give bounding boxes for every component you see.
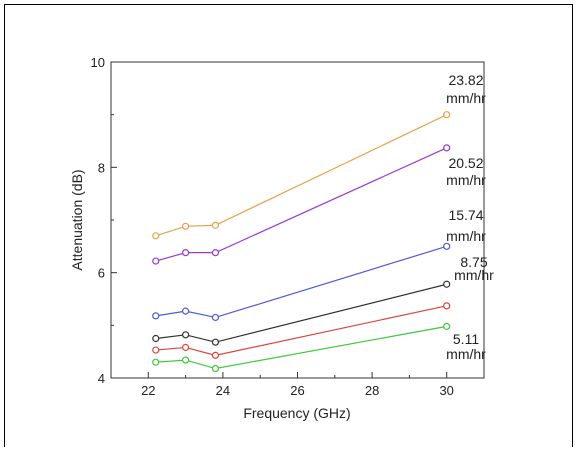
data-point: [152, 257, 160, 265]
data-point: [152, 334, 160, 343]
y-axis-label: Attenuation (dB): [69, 169, 85, 270]
data-point: [152, 358, 160, 366]
data-point: [152, 312, 160, 320]
data-point: [182, 249, 190, 257]
data-point: [211, 249, 220, 257]
x-tick-label: 26: [290, 383, 304, 398]
series-annotation: 23.82: [448, 72, 483, 88]
data-point: [443, 111, 451, 119]
data-point: [182, 343, 190, 352]
data-point: [182, 356, 190, 364]
data-point: [443, 242, 451, 250]
series-annotation: 15.74: [448, 207, 483, 223]
data-point: [182, 331, 190, 339]
y-axis-ticks: 4 6 8 10: [91, 55, 117, 386]
data-point: [211, 364, 220, 373]
data-point: [443, 144, 451, 152]
series-lines: [155, 114, 447, 370]
data-point: [443, 322, 451, 330]
series-annotation: 20.52: [448, 155, 483, 171]
data-point: [182, 307, 190, 315]
plot-area-border: [110, 61, 485, 379]
series-line: [155, 283, 447, 343]
y-tick-label: 8: [98, 160, 105, 175]
series-annotation: mm/hr: [446, 172, 486, 188]
y-tick-label: 4: [98, 371, 105, 386]
data-point: [182, 222, 190, 230]
data-point: [152, 346, 160, 354]
data-point: [211, 221, 220, 229]
x-tick-label: 24: [216, 383, 230, 398]
series-annotation: 8.75: [460, 254, 487, 270]
series-annotation: 5.11: [453, 331, 479, 347]
data-point: [211, 351, 220, 359]
series-line: [155, 245, 447, 319]
x-tick-label: 30: [439, 383, 453, 398]
x-tick-label: 22: [141, 383, 155, 398]
x-tick-label: 28: [365, 383, 379, 398]
series-annotation: mm/hr: [446, 90, 486, 106]
series-labels: 23.82mm/hr20.52mm/hr15.74mm/hr8.75mm/hr5…: [446, 72, 494, 362]
series-annotation: mm/hr: [446, 346, 486, 362]
data-point: [211, 313, 220, 322]
x-axis-label: Frequency (GHz): [243, 405, 350, 421]
data-point: [211, 338, 220, 346]
series-line: [155, 305, 447, 356]
x-axis-ticks: 22 24 26 28 30: [110, 372, 485, 398]
data-point: [443, 302, 451, 310]
series-annotation: mm/hr: [446, 228, 486, 244]
figure-frame: [4, 4, 573, 447]
series-line: [155, 114, 447, 237]
series-points: [152, 111, 451, 373]
series-line: [155, 325, 447, 370]
series-line: [155, 147, 447, 262]
y-tick-label: 6: [98, 266, 105, 281]
data-point: [443, 280, 451, 288]
series-annotation: mm/hr: [454, 267, 494, 283]
y-tick-label: 10: [91, 55, 105, 70]
data-point: [152, 232, 160, 240]
